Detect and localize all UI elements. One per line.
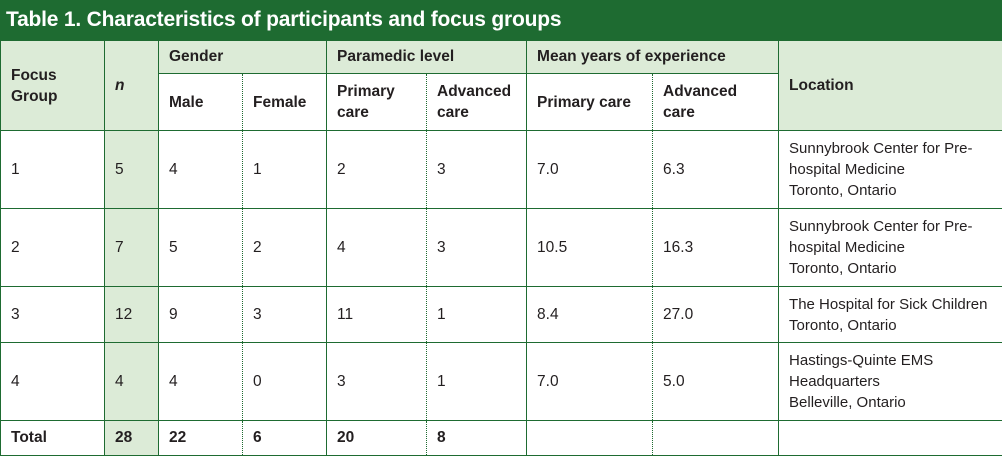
cell-n: 5 bbox=[104, 130, 159, 209]
cell-years-advanced: 5.0 bbox=[652, 342, 780, 421]
total-advanced: 8 bbox=[426, 420, 528, 456]
total-male: 22 bbox=[158, 420, 243, 456]
header-mean-years: Mean years of experience bbox=[526, 40, 780, 74]
cell-n: 7 bbox=[104, 208, 159, 287]
location-line: Toronto, Ontario bbox=[789, 182, 897, 199]
cell-group: 1 bbox=[0, 130, 105, 209]
cell-male: 4 bbox=[158, 342, 243, 421]
total-row: Total 28 22 6 20 8 bbox=[0, 420, 1002, 456]
characteristics-table: Focus Group n Gender Paramedic level Mea… bbox=[0, 40, 1002, 456]
header-paramedic-level: Paramedic level bbox=[326, 40, 528, 74]
table-title: Table 1. Characteristics of participants… bbox=[0, 0, 1002, 40]
cell-n: 4 bbox=[104, 342, 159, 421]
location-line: The Hospital for Sick Children bbox=[789, 295, 988, 313]
cell-years-primary: 8.4 bbox=[526, 286, 654, 343]
header-years-primary-care: Primary care bbox=[526, 73, 654, 131]
location-line: Toronto, Ontario bbox=[789, 260, 897, 277]
cell-female: 2 bbox=[241, 208, 328, 287]
cell-male: 5 bbox=[158, 208, 243, 287]
cell-advanced: 1 bbox=[426, 342, 528, 421]
cell-female: 3 bbox=[241, 286, 328, 343]
header-n-text: n bbox=[115, 76, 125, 94]
cell-n: 12 bbox=[104, 286, 159, 343]
table-row: 3 12 9 3 11 1 8.4 27.0 The Hospital for … bbox=[0, 286, 1002, 343]
location-line: hospital Medicine bbox=[789, 239, 905, 256]
header-location: Location bbox=[778, 40, 1002, 131]
header-male: Male bbox=[158, 73, 243, 131]
total-label: Total bbox=[0, 420, 105, 456]
cell-years-advanced: 6.3 bbox=[652, 130, 780, 209]
header-n: n bbox=[104, 40, 159, 131]
location-line: Sunnybrook Center for Pre- bbox=[789, 140, 973, 157]
location-line: Headquarters bbox=[789, 373, 880, 390]
cell-female: 0 bbox=[241, 342, 328, 421]
cell-years-primary: 7.0 bbox=[526, 342, 654, 421]
cell-location: The Hospital for Sick Children Toronto, … bbox=[778, 286, 1002, 343]
cell-advanced: 3 bbox=[426, 130, 528, 209]
header-primary-care: Primary care bbox=[326, 73, 428, 131]
cell-group: 3 bbox=[0, 286, 105, 343]
cell-primary: 11 bbox=[326, 286, 428, 343]
cell-location: Hastings-Quinte EMS Headquarters Bellevi… bbox=[778, 342, 1002, 421]
cell-advanced: 3 bbox=[426, 208, 528, 287]
header-gender: Gender bbox=[157, 40, 328, 74]
cell-years-advanced: 16.3 bbox=[652, 208, 780, 287]
table-row: 1 5 4 1 2 3 7.0 6.3 Sunnybrook Center fo… bbox=[0, 130, 1002, 209]
cell-male: 9 bbox=[158, 286, 243, 343]
header-female: Female bbox=[241, 73, 328, 131]
location-line: hospital Medicine bbox=[789, 161, 905, 178]
location-line: Toronto, Ontario bbox=[789, 316, 897, 334]
cell-years-primary: 10.5 bbox=[526, 208, 654, 287]
cell-years-primary: 7.0 bbox=[526, 130, 654, 209]
cell-group: 2 bbox=[0, 208, 105, 287]
header-years-advanced-care: Advanced care bbox=[652, 73, 780, 131]
total-years-primary-empty bbox=[526, 420, 654, 456]
header-focus-group: Focus Group bbox=[0, 40, 105, 131]
cell-primary: 3 bbox=[326, 342, 428, 421]
location-line: Hastings-Quinte EMS bbox=[789, 352, 934, 369]
total-location-empty bbox=[778, 420, 1002, 456]
table-row: 2 7 5 2 4 3 10.5 16.3 Sunnybrook Center … bbox=[0, 208, 1002, 287]
cell-primary: 2 bbox=[326, 130, 428, 209]
total-years-advanced-empty bbox=[652, 420, 780, 456]
cell-primary: 4 bbox=[326, 208, 428, 287]
cell-location: Sunnybrook Center for Pre- hospital Medi… bbox=[778, 130, 1002, 209]
cell-female: 1 bbox=[241, 130, 328, 209]
total-female: 6 bbox=[241, 420, 328, 456]
header-advanced-care: Advanced care bbox=[426, 73, 528, 131]
total-primary: 20 bbox=[326, 420, 428, 456]
cell-years-advanced: 27.0 bbox=[652, 286, 780, 343]
cell-advanced: 1 bbox=[426, 286, 528, 343]
cell-location: Sunnybrook Center for Pre- hospital Medi… bbox=[778, 208, 1002, 287]
total-n: 28 bbox=[104, 420, 159, 456]
location-line: Sunnybrook Center for Pre- bbox=[789, 218, 973, 235]
table-row: 4 4 4 0 3 1 7.0 5.0 Hastings-Quinte EMS … bbox=[0, 342, 1002, 421]
cell-male: 4 bbox=[158, 130, 243, 209]
location-line: Belleville, Ontario bbox=[789, 394, 906, 411]
cell-group: 4 bbox=[0, 342, 105, 421]
